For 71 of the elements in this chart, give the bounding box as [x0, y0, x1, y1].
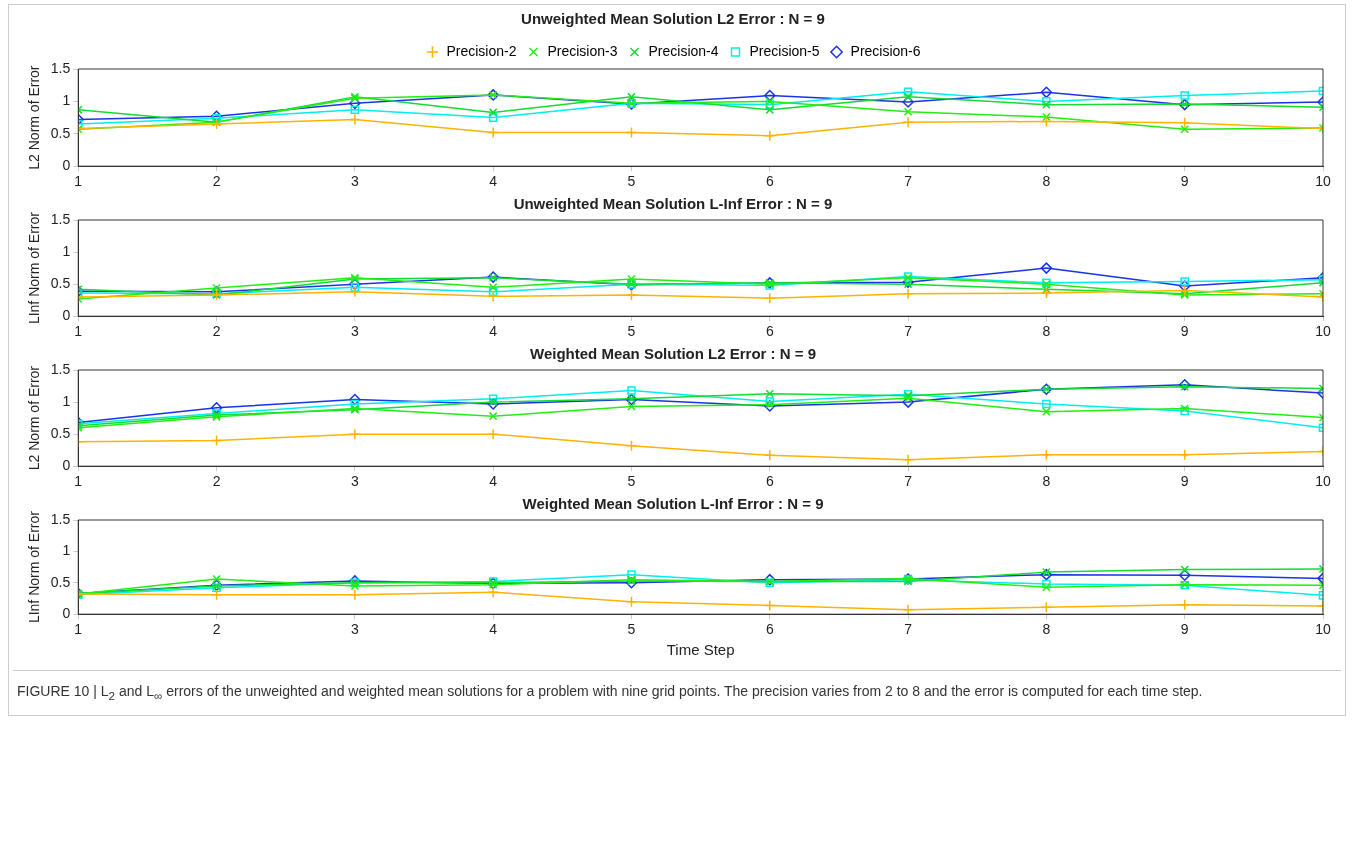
chart-title: Unweighted Mean Solution L2 Error : N = 9 [521, 10, 825, 28]
y-tick-label: 0 [62, 457, 71, 474]
legend-label: Precision-4 [648, 42, 719, 59]
chart-title: Weighted Mean Solution L-Inf Error : N = 9 [522, 495, 824, 513]
y-tick-label: 0 [62, 307, 71, 324]
x-tick-label: 3 [350, 621, 359, 638]
x-tick-label: 9 [1180, 473, 1189, 490]
y-tick-label: 1.5 [50, 510, 71, 527]
y-tick-label: 1.5 [50, 360, 71, 377]
x-tick-label: 2 [212, 621, 221, 638]
x-tick-label: 1 [74, 323, 83, 340]
y-tick-label: 0 [62, 157, 71, 174]
x-tick-label: 10 [1315, 323, 1331, 340]
x-tick-label: 7 [904, 323, 913, 340]
x-tick-label: 5 [627, 323, 636, 340]
x-tick-label: 3 [350, 473, 359, 490]
x-tick-label: 7 [904, 621, 913, 638]
y-tick-label: 0.5 [50, 573, 71, 590]
x-tick-label: 1 [74, 621, 83, 638]
y-tick-label: 1 [62, 392, 71, 409]
x-tick-label: 2 [212, 323, 221, 340]
x-tick-label: 9 [1180, 173, 1189, 190]
y-axis-title: L2 Norm of Error [26, 65, 43, 170]
y-tick-label: 1.5 [50, 59, 71, 76]
x-tick-label: 8 [1042, 621, 1051, 638]
x-tick-label: 6 [765, 473, 774, 490]
x-tick-label: 4 [489, 473, 498, 490]
x-tick-label: 5 [627, 473, 636, 490]
x-tick-label: 7 [904, 173, 913, 190]
x-tick-label: 3 [350, 323, 359, 340]
legend-label: Precision-3 [547, 42, 618, 59]
caption: FIGURE 10 | L$_{2}$ and L$_{∞}$ errors of the unweighted and weighted mean solutions for a problem with nine grid points. The precision varies from 2 to 8 and the error is computed for each time step. [13, 670, 1341, 711]
y-axis-title: LInf Norm of Error [26, 510, 43, 624]
x-tick-label: 4 [489, 323, 498, 340]
x-tick-label: 8 [1042, 323, 1051, 340]
x-tick-label: 1 [74, 173, 83, 190]
y-axis-title: LInf Norm of Error [26, 211, 43, 325]
x-tick-label: 4 [489, 621, 498, 638]
y-tick-label: 0.5 [50, 274, 71, 291]
y-tick-label: 0.5 [50, 124, 71, 141]
y-tick-label: 0 [62, 605, 71, 622]
x-tick-label: 9 [1180, 621, 1189, 638]
legend-label: Precision-6 [850, 42, 921, 59]
x-tick-label: 8 [1042, 473, 1051, 490]
y-tick-label: 1 [62, 92, 71, 109]
chart-title: Weighted Mean Solution L2 Error : N = 9 [529, 345, 817, 363]
chart-title: Unweighted Mean Solution L-Inf Error : N = 9 [513, 195, 833, 213]
x-tick-label: 5 [627, 173, 636, 190]
y-tick-label: 1 [62, 542, 71, 559]
y-tick-label: 1.5 [50, 210, 71, 227]
x-tick-label: 9 [1180, 323, 1189, 340]
x-tick-label: 6 [765, 173, 774, 190]
y-axis-title: L2 Norm of Error [26, 365, 43, 471]
x-tick-label: 1 [74, 473, 83, 490]
x-tick-label: 3 [350, 173, 359, 190]
x-tick-label: 4 [489, 173, 498, 190]
x-tick-label: 10 [1315, 173, 1331, 190]
x-tick-label: 6 [765, 621, 774, 638]
y-tick-label: 0.5 [50, 424, 71, 441]
x-tick-label: 2 [212, 473, 221, 490]
x-tick-label: 8 [1042, 173, 1051, 190]
x-tick-label: 6 [765, 323, 774, 340]
x-tick-label: 10 [1315, 473, 1331, 490]
x-tick-label: 10 [1315, 621, 1331, 638]
legend-label: Precision-5 [749, 42, 820, 59]
legend-label: Precision-2 [446, 42, 517, 59]
x-axis-title: Time Step [666, 641, 735, 659]
x-tick-label: 5 [627, 621, 636, 638]
y-tick-label: 1 [62, 242, 71, 259]
x-tick-label: 2 [212, 173, 221, 190]
x-tick-label: 7 [904, 473, 913, 490]
